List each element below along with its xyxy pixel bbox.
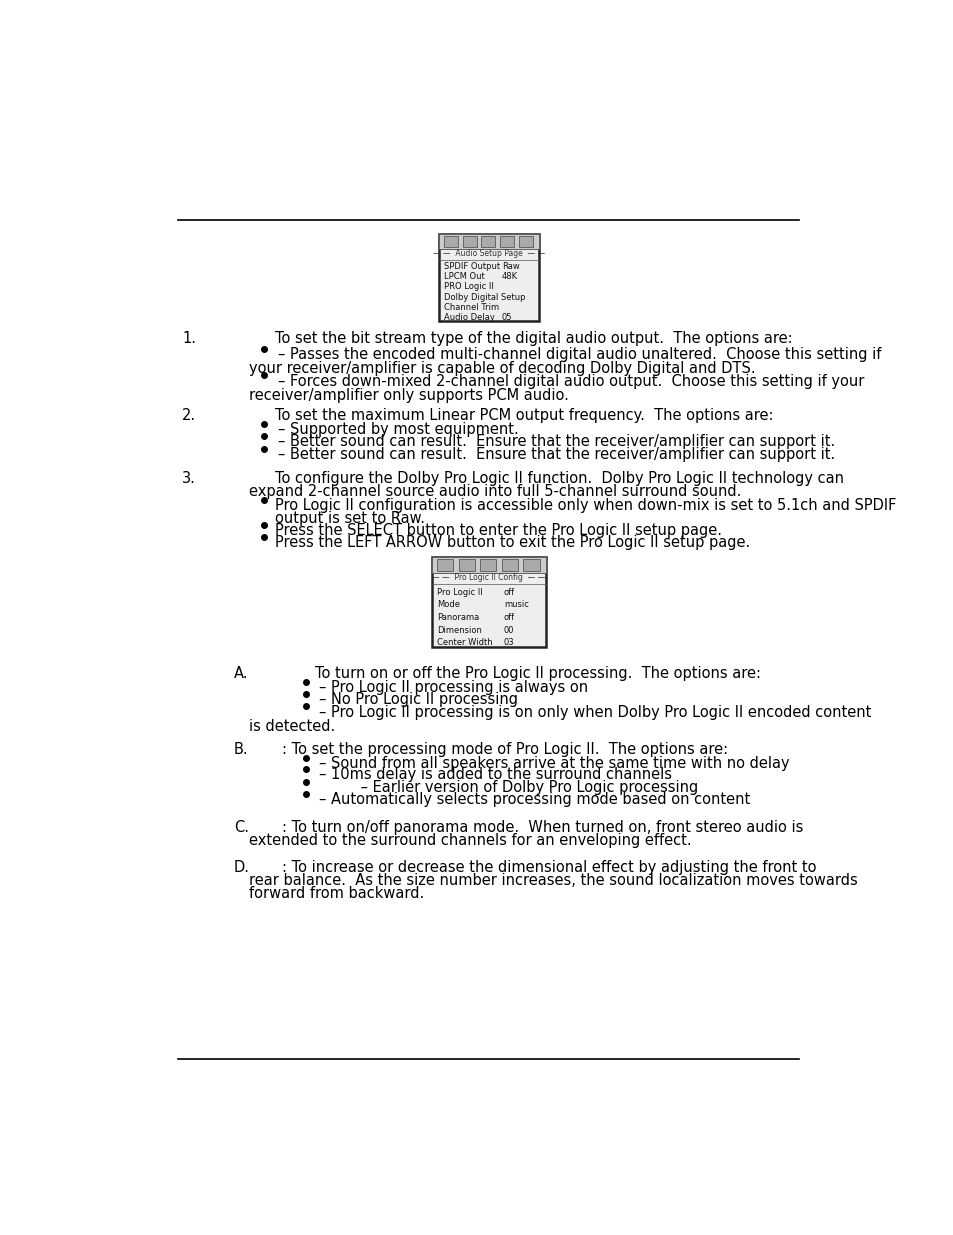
Text: Panorama: Panorama [436, 613, 479, 622]
Text: Dolby Digital Setup: Dolby Digital Setup [443, 293, 525, 301]
Text: B.: B. [233, 741, 248, 757]
Text: extended to the surround channels for an enveloping effect.: extended to the surround channels for an… [249, 832, 691, 848]
Text: Press the LEFT ARROW button to exit the Pro Logic II setup page.: Press the LEFT ARROW button to exit the … [274, 535, 749, 551]
FancyBboxPatch shape [481, 236, 495, 247]
Text: Center Width: Center Width [436, 638, 493, 647]
Text: music: music [503, 600, 528, 609]
Text: 03: 03 [503, 638, 514, 647]
Text: : To turn on/off panorama mode.  When turned on, front stereo audio is: : To turn on/off panorama mode. When tur… [282, 820, 802, 835]
Text: Raw: Raw [501, 262, 519, 270]
Text: – Forces down-mixed 2-channel digital audio output.  Choose this setting if your: – Forces down-mixed 2-channel digital au… [278, 373, 863, 389]
Text: To turn on or off the Pro Logic II processing.  The options are:: To turn on or off the Pro Logic II proce… [314, 666, 760, 680]
Text: 2.: 2. [182, 408, 196, 422]
FancyBboxPatch shape [523, 559, 539, 571]
Text: Audio Delay: Audio Delay [443, 314, 495, 322]
Text: To set the bit stream type of the digital audio output.  The options are:: To set the bit stream type of the digita… [274, 331, 791, 346]
Text: – Pro Logic II processing is on only when Dolby Pro Logic II encoded content: – Pro Logic II processing is on only whe… [318, 704, 870, 720]
Text: : To set the processing mode of Pro Logic II.  The options are:: : To set the processing mode of Pro Logi… [282, 741, 727, 757]
Text: – 10ms delay is added to the surround channels: – 10ms delay is added to the surround ch… [318, 767, 671, 782]
Text: off: off [503, 588, 515, 597]
Text: D.: D. [233, 860, 250, 874]
FancyBboxPatch shape [438, 233, 538, 321]
Text: output is set to Raw.: output is set to Raw. [274, 511, 424, 526]
Text: — —  Audio Setup Page  — —: — — Audio Setup Page — — [433, 249, 544, 258]
Text: 00: 00 [503, 626, 514, 635]
FancyBboxPatch shape [431, 557, 546, 647]
Text: 3.: 3. [182, 471, 195, 485]
FancyBboxPatch shape [458, 559, 475, 571]
Text: Channel Trim: Channel Trim [443, 303, 498, 312]
FancyBboxPatch shape [438, 233, 538, 249]
Text: A.: A. [233, 666, 248, 680]
FancyBboxPatch shape [443, 236, 457, 247]
FancyBboxPatch shape [499, 236, 514, 247]
Text: Mode: Mode [436, 600, 460, 609]
Text: SPDIF Output: SPDIF Output [443, 262, 499, 270]
Text: – Automatically selects processing mode based on content: – Automatically selects processing mode … [318, 792, 749, 806]
FancyBboxPatch shape [501, 559, 517, 571]
Text: expand 2-channel source audio into full 5-channel surround sound.: expand 2-channel source audio into full … [249, 484, 740, 499]
Text: — —  Pro Logic II Config  — —: — — Pro Logic II Config — — [432, 573, 545, 582]
Text: : To increase or decrease the dimensional effect by adjusting the front to: : To increase or decrease the dimensiona… [282, 860, 816, 874]
Text: is detected.: is detected. [249, 719, 335, 734]
Text: Press the SELECT button to enter the Pro Logic II setup page.: Press the SELECT button to enter the Pro… [274, 522, 720, 538]
Text: – Better sound can result.  Ensure that the receiver/amplifier can support it.: – Better sound can result. Ensure that t… [278, 447, 835, 462]
Text: – Sound from all speakers arrive at the same time with no delay: – Sound from all speakers arrive at the … [318, 756, 789, 771]
Text: – No Pro Logic II processing: – No Pro Logic II processing [318, 692, 517, 708]
Text: – Pro Logic II processing is always on: – Pro Logic II processing is always on [318, 679, 587, 695]
Text: your receiver/amplifier is capable of decoding Dolby Digital and DTS.: your receiver/amplifier is capable of de… [249, 361, 755, 377]
FancyBboxPatch shape [436, 559, 453, 571]
Text: Pro Logic II: Pro Logic II [436, 588, 482, 597]
Text: – Passes the encoded multi-channel digital audio unaltered.  Choose this setting: – Passes the encoded multi-channel digit… [278, 347, 881, 362]
Text: forward from backward.: forward from backward. [249, 887, 423, 902]
Text: To set the maximum Linear PCM output frequency.  The options are:: To set the maximum Linear PCM output fre… [274, 408, 772, 422]
Text: – Supported by most equipment.: – Supported by most equipment. [278, 422, 518, 437]
Text: C.: C. [233, 820, 249, 835]
Text: rear balance.  As the size number increases, the sound localization moves toward: rear balance. As the size number increas… [249, 873, 857, 888]
Text: To configure the Dolby Pro Logic II function.  Dolby Pro Logic II technology can: To configure the Dolby Pro Logic II func… [274, 471, 842, 485]
FancyBboxPatch shape [518, 236, 533, 247]
Text: – Better sound can result.  Ensure that the receiver/amplifier can support it.: – Better sound can result. Ensure that t… [278, 435, 835, 450]
Text: 05: 05 [501, 314, 512, 322]
Text: off: off [503, 613, 515, 622]
Text: Pro Logic II configuration is accessible only when down-mix is set to 5.1ch and : Pro Logic II configuration is accessible… [274, 498, 895, 514]
Text: receiver/amplifier only supports PCM audio.: receiver/amplifier only supports PCM aud… [249, 388, 568, 403]
Text: 48K: 48K [501, 272, 517, 282]
Text: – Earlier version of Dolby Pro Logic processing: – Earlier version of Dolby Pro Logic pro… [318, 779, 698, 794]
FancyBboxPatch shape [431, 557, 546, 573]
Text: PRO Logic II: PRO Logic II [443, 283, 494, 291]
Text: Dimension: Dimension [436, 626, 481, 635]
Text: 1.: 1. [182, 331, 196, 346]
Text: LPCM Out: LPCM Out [443, 272, 484, 282]
FancyBboxPatch shape [462, 236, 476, 247]
FancyBboxPatch shape [479, 559, 496, 571]
